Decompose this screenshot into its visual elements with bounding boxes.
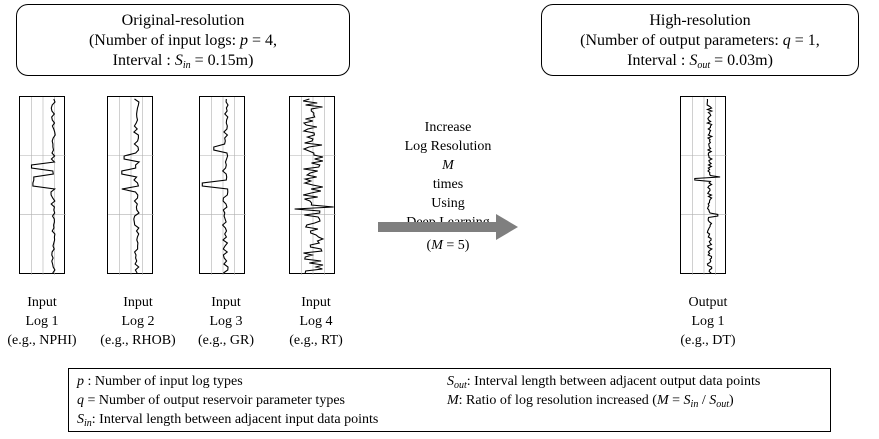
log-trace [121, 98, 141, 274]
input-log-3-plot [199, 96, 246, 275]
log-trace [201, 98, 229, 274]
high-output-count: (Number of output parameters: q = 1, [580, 32, 820, 49]
input-log-4-plot [289, 96, 336, 275]
legend-sin: Sin: Interval length between adjacent in… [77, 412, 379, 429]
original-resolution-box: Original-resolution (Number of input log… [16, 4, 350, 76]
high-resolution-box: High-resolution (Number of output parame… [541, 4, 859, 76]
input-log-1-label: Input Log 1 (e.g., NPHI) [7, 295, 77, 348]
log-trace-svg [108, 97, 154, 275]
legend-sout: Sout: Interval length between adjacent o… [447, 374, 761, 391]
legend-p: p : Number of input log types [77, 374, 243, 389]
original-title: Original-resolution [121, 12, 245, 29]
input-log-1-plot [19, 96, 66, 275]
legend-box: p : Number of input log types q = Number… [68, 368, 831, 432]
input-log-2-plot [107, 96, 154, 275]
input-log-3-label: Input Log 3 (e.g., GR) [198, 295, 254, 348]
original-input-count: (Number of input logs: p = 4, [88, 32, 278, 49]
m-equals-label: (M = 5) [426, 238, 470, 253]
log-trace-svg [200, 97, 246, 275]
log-trace [294, 98, 334, 274]
output-log-1-plot [680, 96, 727, 275]
legend-q: q = Number of output reservoir parameter… [77, 393, 345, 408]
log-trace [694, 98, 721, 274]
input-log-4-label: Input Log 4 (e.g., RT) [289, 295, 343, 348]
legend-m: M: Ratio of log resolution increased (M … [447, 393, 734, 410]
log-trace-svg [290, 97, 336, 275]
log-trace-svg [681, 97, 727, 275]
log-trace [30, 98, 57, 274]
input-log-2-label: Input Log 2 (e.g., RHOB) [100, 295, 176, 348]
log-trace-svg [20, 97, 66, 275]
high-interval: Interval : Sout = 0.03m) [627, 52, 773, 71]
original-interval: Interval : Sin = 0.15m) [112, 52, 254, 71]
output-log-1-label: Output Log 1 (e.g., DT) [680, 295, 736, 348]
right-arrow-icon [378, 214, 518, 240]
high-title: High-resolution [649, 12, 751, 29]
